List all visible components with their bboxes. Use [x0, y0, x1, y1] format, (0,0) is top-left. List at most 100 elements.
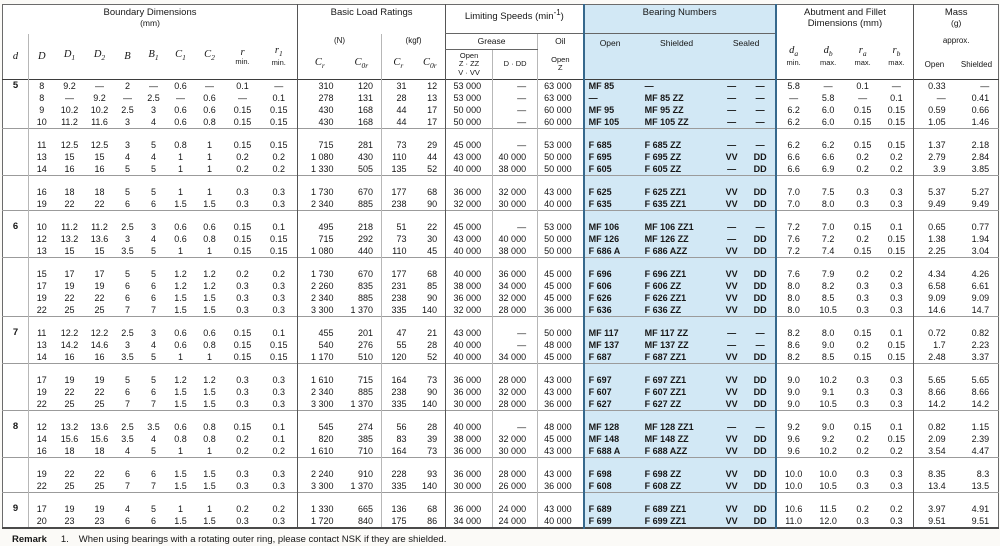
cell-sealed-dd: — [745, 421, 777, 433]
table-row: 14 16 16 3.5 5 1 1 0.15 0.15 1 170 510 120 52 40 000 3… [2, 351, 999, 364]
cell-C0r-kgf: 73 [427, 375, 438, 385]
cell-C0r-N: 710 [358, 446, 374, 456]
cell-rb-max: 0.15 [887, 340, 906, 350]
cell-bearing-shielded: — [635, 79, 718, 92]
cell-r-min: 0.3 [236, 305, 249, 315]
cell-D2: 14.6 [90, 340, 109, 350]
cell-C0r-kgf: 52 [427, 352, 438, 362]
cell-r-min: 0.1 [224, 79, 261, 92]
cell-Cr-N: 3 300 [297, 304, 342, 317]
cell-C2: 0.8 [203, 422, 216, 432]
cell-mass-open: 5.37 [913, 186, 955, 198]
cell-mass-open: 2.79 [913, 151, 955, 163]
cell-C0r-N: 885 [358, 387, 374, 397]
cell-C0r-N: 840 [358, 516, 374, 526]
cell-da-min: 6.2 [775, 139, 811, 151]
cell-C1: 1.2 [174, 281, 187, 291]
cell-mass-shielded: 3.04 [971, 246, 990, 256]
cell-da-min: 5.8 [775, 79, 811, 92]
cell-C0r-kgf: 86 [427, 516, 438, 526]
cell-oil-open-z: 43 000 [537, 468, 584, 480]
cell-grease-open-z-zz-v-vv: 40 000 [445, 268, 493, 280]
cell-Cr-N: 1 170 [297, 351, 342, 364]
cell-C0r-kgf: 68 [427, 504, 438, 514]
cell-C1: 0.6 [174, 422, 187, 432]
cell-Cr-N: 715 [297, 233, 342, 245]
cell-C0r-kgf: 17 [427, 117, 438, 127]
cell-D: 13 [36, 340, 47, 350]
cell-da-min: 9.6 [775, 445, 811, 458]
cell-r-min: 0.15 [233, 246, 252, 256]
cell-bearing-shielded: F 695 ZZ [635, 151, 718, 163]
cell-grease-d-dd: 40 000 [492, 233, 538, 245]
table-row: 15 17 17 5 5 1.2 1.2 0.2 0.2 1 730 670 177 68 40 000 3… [2, 268, 999, 280]
cell-oil-open-z: 48 000 [537, 421, 584, 433]
cell-Cr-N: 1 080 [297, 245, 342, 258]
cell-mass-shielded: 8.66 [971, 387, 990, 397]
cell-D: 10 [36, 222, 47, 232]
cell-rb-max: 0.2 [890, 164, 903, 174]
cell-B1: 3 [150, 222, 156, 232]
cell-d [2, 163, 29, 176]
cell-r1-min: 0.1 [272, 434, 286, 444]
cell-bearing-open: MF 117 [582, 327, 636, 339]
cell-r-min: — [238, 93, 247, 103]
cell-ra-max: 0.15 [853, 422, 872, 432]
cell-r-min: 0.2 [236, 446, 249, 456]
cell-Cr-N: 3 300 [297, 398, 342, 411]
cell-mass-open: 3.54 [913, 445, 955, 458]
cell-C2: 1 [206, 446, 212, 456]
cell-C1: 1 [177, 352, 183, 362]
cell-da-min: — [775, 92, 811, 104]
cell-da-min: 7.2 [775, 221, 811, 233]
cell-sealed-dd: DD [745, 280, 777, 292]
cell-d [2, 280, 29, 292]
cell-D2: 25 [94, 399, 105, 409]
cell-Cr-N: 1 730 [297, 268, 342, 280]
cell-ra-max: 0.15 [853, 246, 872, 256]
cell-C0r-N: 218 [358, 222, 374, 232]
cell-rb-max: 0.15 [887, 246, 906, 256]
cell-C0r-kgf: 90 [427, 293, 438, 303]
header-basic-load-ratings: Basic Load Ratings [297, 4, 446, 34]
cell-ra-max: 0.2 [856, 152, 869, 162]
cell-grease-open-z-zz-v-vv: 36 000 [445, 468, 493, 480]
cell-C0r-N: 440 [358, 246, 374, 256]
table-row: 13 15 15 3.5 5 1 1 0.15 0.15 1 080 440 110 45 40 000 3… [2, 245, 999, 258]
cell-bearing-open: MF 106 [582, 221, 636, 233]
cell-sealed-vv: VV [717, 480, 746, 493]
cell-d [2, 339, 29, 351]
cell-C0r-kgf: 90 [427, 199, 438, 209]
cell-mass-shielded: 0.66 [971, 105, 990, 115]
cell-db-max: 7.4 [821, 246, 835, 256]
cell-sealed-dd: DD [745, 233, 777, 245]
cell-B1: 6 [150, 293, 156, 303]
cell-sealed-vv: VV [717, 280, 746, 292]
cell-ra-max: 0.3 [856, 387, 869, 397]
cell-rb-max: 0.3 [890, 399, 903, 409]
cell-db-max: 9.1 [821, 387, 835, 397]
cell-d: 7 [2, 327, 29, 339]
cell-r-min: 0.15 [233, 105, 252, 115]
cell-B1: 6 [150, 281, 156, 291]
cell-B: 3.5 [121, 352, 134, 362]
cell-grease-open-z-zz-v-vv: 53 000 [445, 79, 493, 92]
cell-r1-min: 0.1 [272, 422, 286, 432]
cell-ra-max: 0.3 [856, 481, 869, 491]
cell-r1-min: 0.3 [272, 387, 286, 397]
cell-C0r-kgf: 73 [427, 446, 438, 456]
cell-d [2, 468, 29, 480]
cell-D2: 19 [94, 504, 105, 514]
cell-C0r-N: 120 [341, 79, 382, 92]
cell-D2: 17 [94, 269, 105, 279]
cell-mass-shielded: 1.94 [971, 234, 990, 244]
table-row: 5 8 9.2—2—0.6—0.1—310 120 31 12 53 000—63 000 M… [2, 79, 999, 92]
cell-oil-open-z: 60 000 [537, 104, 584, 116]
cell-D2: 13.6 [90, 234, 109, 244]
cell-bearing-shielded: MF 85 ZZ [635, 92, 718, 104]
cell-B1: 5 [150, 504, 156, 514]
cell-d: 8 [2, 421, 29, 433]
cell-r1-min: 0.15 [270, 246, 288, 256]
cell-rb-max: 0.2 [890, 269, 903, 279]
cell-Cr-kgf: 31 [381, 79, 415, 92]
